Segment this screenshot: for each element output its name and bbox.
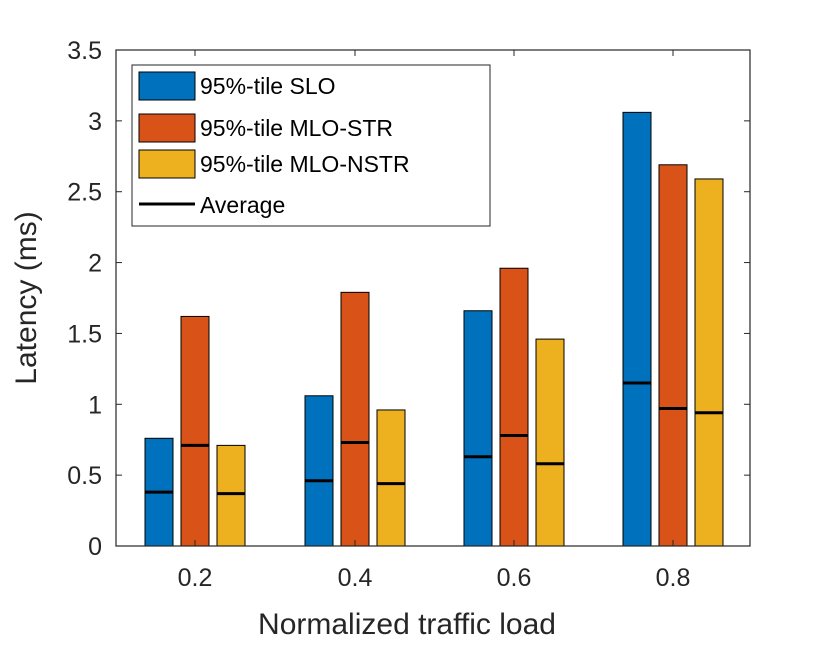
bar-95-tile-slo-0.8 — [622, 111, 652, 547]
bars-layer — [144, 111, 724, 547]
bar-95-tile-mlo-nstr-0.2 — [216, 444, 246, 547]
y-tick-label: 3.5 — [67, 37, 102, 65]
y-axis-label: Latency (ms) — [10, 211, 43, 384]
bar-95-tile-slo-0.4 — [304, 395, 334, 547]
bar-95-tile-mlo-str-0.6 — [499, 267, 529, 547]
y-tick-label: 2 — [88, 250, 102, 278]
bar-95-tile-slo-0.6 — [463, 310, 493, 547]
y-tick-label: 1 — [88, 391, 102, 419]
legend: 95%-tile SLO 95%-tile MLO-STR 95%-tile M… — [131, 64, 491, 227]
y-axis-ticks: 0 0.5 1 1.5 2 2.5 3 3.5 — [67, 37, 750, 561]
legend-swatch-mlo-str — [138, 113, 196, 143]
y-tick-label: 2.5 — [67, 179, 102, 207]
bar-95-tile-mlo-str-0.8 — [658, 164, 688, 547]
average-markers-layer — [145, 381, 723, 496]
bar-95-tile-mlo-str-0.4 — [340, 291, 370, 547]
x-tick-label: 0.4 — [338, 564, 373, 592]
y-tick-label: 0 — [88, 533, 102, 561]
bar-95-tile-mlo-str-0.2 — [180, 315, 210, 547]
legend-label-average: Average — [200, 192, 285, 218]
plot-frame — [115, 49, 751, 547]
bar-95-tile-mlo-nstr-0.6 — [535, 338, 565, 547]
y-tick-label: 0.5 — [67, 462, 102, 490]
bar-95-tile-mlo-nstr-0.8 — [694, 178, 724, 547]
bar-95-tile-mlo-nstr-0.4 — [376, 409, 406, 547]
y-tick-label: 3 — [88, 108, 102, 136]
x-tick-label: 0.8 — [656, 564, 691, 592]
legend-label-mlo-str: 95%-tile MLO-STR — [200, 115, 393, 141]
legend-box — [131, 64, 491, 227]
x-tick-label: 0.6 — [497, 564, 532, 592]
x-axis-ticks: 0.2 0.4 0.6 0.8 — [178, 50, 691, 592]
legend-swatch-mlo-nstr — [138, 149, 196, 179]
legend-label-mlo-nstr: 95%-tile MLO-NSTR — [200, 151, 410, 177]
legend-swatch-slo — [138, 71, 196, 101]
legend-label-slo: 95%-tile SLO — [200, 73, 336, 99]
x-axis-label: Normalized traffic load — [258, 608, 556, 641]
x-tick-label: 0.2 — [178, 564, 213, 592]
y-tick-label: 1.5 — [67, 320, 102, 348]
